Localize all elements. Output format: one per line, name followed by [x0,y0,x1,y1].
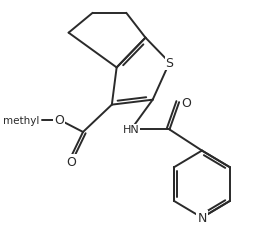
Text: HN: HN [123,125,139,135]
Text: N: N [197,211,207,224]
Text: S: S [166,57,174,70]
Text: O: O [181,96,191,109]
Text: O: O [66,156,76,168]
Text: methyl: methyl [3,115,40,125]
Text: O: O [54,114,64,126]
